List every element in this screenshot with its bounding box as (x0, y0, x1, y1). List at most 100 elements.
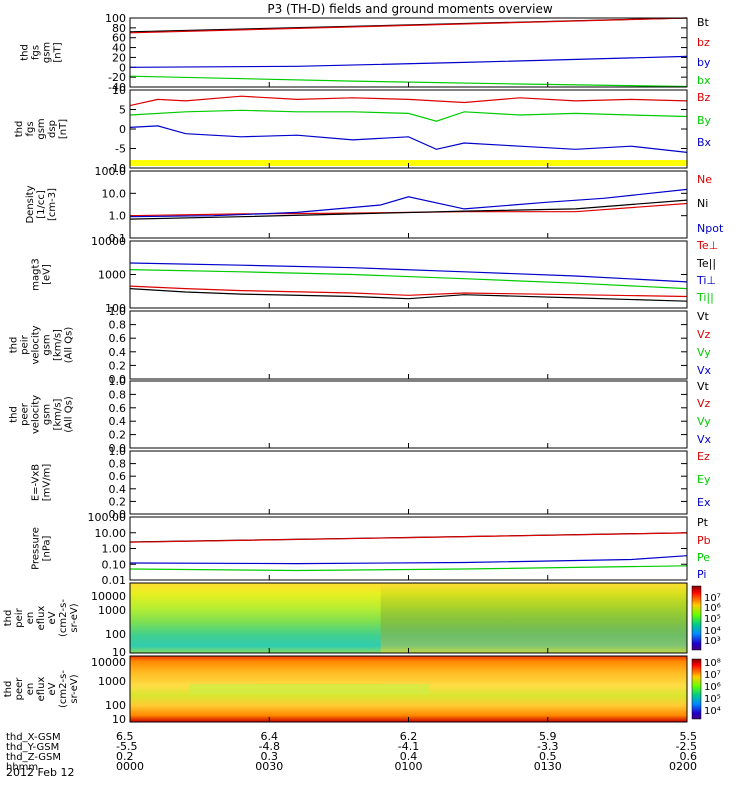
y-tick-label: 40 (112, 42, 126, 55)
y-axis-title-line: [eV] (42, 264, 53, 285)
y-tick-label: 10000 (91, 656, 126, 669)
y-tick-label: 1000 (98, 675, 126, 688)
panel-frame (129, 450, 688, 515)
y-axis-title-line: eV (47, 682, 58, 695)
y-tick-label: 100 (105, 12, 126, 25)
y-tick-label: 1000 (98, 604, 126, 617)
colorbar-label: 10³ (704, 636, 721, 647)
y-axis-title-line: (cm2-s- (58, 670, 69, 708)
panel-frame (129, 89, 688, 169)
legend-entry: By (697, 114, 712, 127)
y-tick-label: 0.4 (109, 415, 127, 428)
colorbar-label: 10⁵ (704, 694, 721, 705)
y-tick-label: -20 (108, 71, 126, 84)
x-axis-value: 0.4 (400, 750, 418, 763)
y-tick-label: 1.00 (102, 543, 127, 556)
legend-entry: Bx (697, 136, 712, 149)
y-tick-label: 0.0 (109, 373, 127, 386)
series-line-Te⊥ (129, 285, 688, 298)
series-line-Ni (129, 199, 688, 220)
legend-entry: Vt (697, 310, 710, 323)
y-tick-label: 100 (105, 302, 126, 315)
y-axis-title: thdpeerenefluxeV(cm2-s-sr-eV) (3, 670, 80, 708)
panel-peer-eflux: thdpeerenefluxeV(cm2-s-sr-eV) 10000 1000 10… (3, 655, 721, 726)
series-line-By (129, 109, 688, 122)
legend-entry: bx (697, 74, 711, 87)
y-axis-title: thdfgsgsm[nT] (20, 42, 64, 63)
x-axis-value: 0130 (534, 760, 562, 773)
y-axis-title-line: gsm (36, 118, 47, 139)
y-tick-label: 0.0 (109, 508, 127, 521)
y-axis-title-line: velocity (31, 325, 42, 364)
x-axis-value: 0000 (116, 760, 144, 773)
y-axis-title-line: velocity (31, 395, 42, 434)
y-tick-label: 1.0 (109, 445, 127, 458)
legend-entry: Vx (697, 364, 712, 377)
legend-entry: Bt (697, 16, 710, 29)
y-axis-title: E=-VxB[mV/m] (31, 464, 53, 502)
y-tick-label: 0 (119, 61, 126, 74)
y-tick-label: 1000 (98, 269, 126, 282)
y-tick-label: 10 (112, 713, 126, 726)
panel-frame (129, 380, 688, 449)
panel-frame (129, 17, 688, 88)
colorbar-label: 10⁸ (704, 658, 721, 669)
y-axis-title-line: peir (20, 334, 31, 354)
panels: thdfgsgsm[nT]100806040200-20-40Btbzbybxt… (3, 12, 724, 726)
series-line-Te|| (129, 288, 688, 302)
spectrogram-shade (380, 583, 687, 653)
y-axis-title: thdpeervelocitygsm[km/s](All Qs) (9, 395, 75, 434)
legend-entry: Bz (697, 91, 711, 104)
y-tick-label: 0.10 (102, 558, 127, 571)
x-axis-value: 6.4 (261, 730, 279, 743)
x-axis-value: 5.9 (539, 730, 557, 743)
y-tick-label: 0.2 (109, 495, 127, 508)
y-axis-title-line: [nT] (58, 119, 69, 139)
colorbar-label: 10⁷ (704, 670, 721, 681)
y-tick-label: 0.8 (109, 319, 127, 332)
y-axis-title-line: Density (25, 185, 36, 223)
x-axis-value: -5.5 (116, 740, 137, 753)
y-axis-title-line: magt3 (31, 258, 42, 291)
y-tick-label: 0.8 (109, 388, 127, 401)
y-tick-label: 1.0 (109, 375, 127, 388)
y-tick-label: 100.00 (88, 511, 127, 524)
legend-entry: Vz (697, 328, 711, 341)
y-axis-title-line: thd (20, 44, 31, 61)
y-tick-label: 10000 (91, 235, 126, 248)
legend-entry: Pb (697, 534, 711, 547)
legend-entry: Ez (697, 450, 710, 463)
y-axis-title: thdfgsgsmdsp[nT] (14, 118, 69, 139)
y-axis-title: Density[1/cc][cm-3] (25, 185, 58, 223)
y-axis-title-line: fgs (25, 121, 36, 136)
legend-entry: Vy (697, 346, 711, 359)
panel-density: Density[1/cc][cm-3] 100.0 10.0 1.0 0.1 Ne Ni Np… (25, 165, 724, 245)
y-tick-label: 0.2 (109, 429, 127, 442)
x-axis-row-label: thd_X-GSM (6, 732, 61, 743)
series-line-Npot (129, 188, 688, 218)
legend-entry: Te|| (696, 257, 716, 270)
y-axis-title-line: thd (3, 610, 14, 627)
y-axis-title-line: [mV/m] (42, 464, 53, 502)
y-axis-title-line: en (25, 612, 36, 625)
y-tick-label: 0.6 (109, 470, 127, 483)
y-axis-title-line: peir (14, 607, 25, 627)
x-axis-row-label: hhmm (6, 762, 38, 773)
x-axis-value: 0030 (255, 760, 283, 773)
series-line-Ti|| (129, 269, 688, 290)
x-axis-value: 5.5 (680, 730, 698, 743)
series-line-Pe (129, 565, 688, 572)
legend-entry: Vz (697, 397, 711, 410)
legend-entry: Te⊥ (696, 239, 718, 252)
y-tick-label: -40 (108, 81, 126, 94)
x-axis-value: 0.6 (680, 750, 698, 763)
x-axis-labels: thd_X-GSM 6.5 6.4 6.2 5.9 5.5 thd_Y-GSM -5.5 -4.… (6, 730, 697, 773)
panel-peer-velocity: thdpeervelocitygsm[km/s](All Qs)1.00.80.… (9, 375, 712, 455)
y-tick-label: 60 (112, 32, 126, 45)
series-line-bz (129, 17, 688, 34)
y-axis-title-line: [nPa] (42, 535, 53, 561)
figure-title: P3 (TH-D) fields and ground moments over… (267, 2, 552, 16)
legend-entry: Npot (697, 222, 724, 235)
